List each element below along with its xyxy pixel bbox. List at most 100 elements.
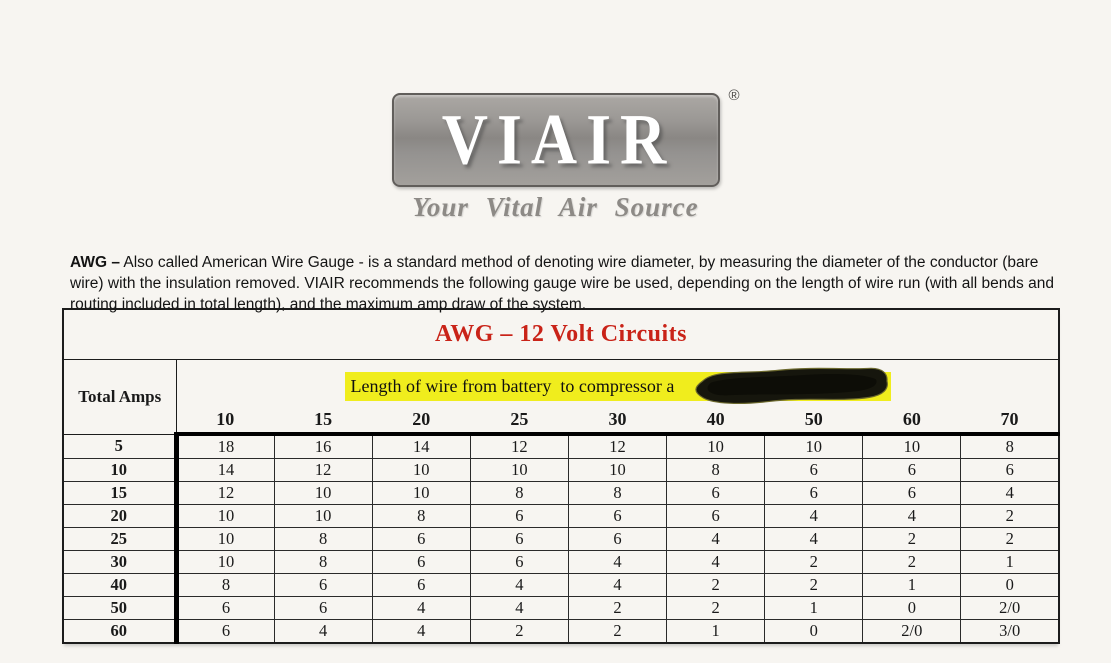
gauge-value-cell: 6 [764,458,864,482]
row-label-amps: 15 [63,481,177,505]
gauge-value-cell: 4 [862,504,962,528]
gauge-value-cell: 6 [273,596,373,620]
gauge-value-cell: 1 [862,573,962,597]
gauge-value-cell: 10 [666,433,766,459]
gauge-value-cell: 2 [764,550,864,574]
gauge-value-cell: 2 [567,619,668,644]
gauge-value-cell: 10 [469,458,569,482]
gauge-value-cell: 12 [273,458,373,482]
gauge-value-cell: 6 [666,481,766,505]
gauge-value-cell: 14 [173,458,275,482]
gauge-value-cell: 2/0 [862,619,962,644]
gauge-value-cell: 6 [862,458,962,482]
table-row: 40 8 6 6 4 4 2 2 1 0 [63,573,1060,597]
gauge-value-cell: 4 [371,596,471,620]
row-label-amps: 40 [63,573,177,597]
gauge-value-cell: 2 [862,527,962,551]
gauge-value-cell: 8 [173,573,275,597]
gauge-value-cell: 6 [960,458,1060,482]
gauge-value-cell: 4 [469,573,569,597]
table-row: 50 6 6 4 4 2 2 1 0 2/0 [63,596,1060,620]
gauge-value-cell: 2 [567,596,668,620]
row-label-amps: 25 [63,527,177,551]
column-header: 70 [960,407,1059,436]
gauge-value-cell: 0 [960,573,1060,597]
table-row: 60 6 4 4 2 2 1 0 2/0 3/0 [63,619,1060,644]
gauge-value-cell: 2 [666,596,766,620]
gauge-value-cell: 8 [371,504,471,528]
gauge-value-cell: 12 [567,433,668,459]
column-header: 40 [666,407,765,436]
gauge-value-cell: 0 [862,596,962,620]
gauge-value-cell: 3/0 [960,619,1060,644]
column-header: 15 [274,407,373,436]
gauge-value-cell: 6 [469,550,569,574]
gauge-value-cell: 6 [273,573,373,597]
gauge-value-cell: 14 [371,433,471,459]
gauge-value-cell: 1 [960,550,1060,574]
total-amps-header: Total Amps [63,359,177,435]
gauge-value-cell: 10 [371,458,471,482]
gauge-value-cell: 6 [666,504,766,528]
row-label-amps: 60 [63,619,177,644]
gauge-value-cell: 8 [469,481,569,505]
gauge-value-cell: 6 [173,619,275,644]
paragraph-body: Also called American Wire Gauge - is a s… [70,253,1054,313]
table-row: 5 18 16 14 12 12 10 10 10 8 [63,433,1060,459]
table-row: 20 10 10 8 6 6 6 4 4 2 [63,504,1060,528]
gauge-value-cell: 1 [764,596,864,620]
awg-description-paragraph: AWG – Also called American Wire Gauge - … [70,252,1062,315]
gauge-value-cell: 12 [173,481,275,505]
gauge-value-cell: 2 [469,619,569,644]
column-header: 25 [470,407,569,436]
gauge-value-cell: 10 [862,433,962,459]
table-row: 15 12 10 10 8 8 6 6 6 4 [63,481,1060,505]
gauge-value-cell: 6 [371,573,471,597]
column-header: 50 [764,407,863,436]
gauge-value-cell: 2 [666,573,766,597]
viair-logo: VIAIR ® [391,87,740,187]
gauge-value-cell: 10 [173,504,275,528]
column-header: 60 [862,407,961,436]
logo-area: VIAIR ® Your Vital Air Source [0,87,1111,223]
gauge-value-cell: 4 [273,619,373,644]
table-title: AWG – 12 Volt Circuits [63,309,1059,360]
gauge-value-cell: 10 [273,504,373,528]
gauge-value-cell: 2 [960,527,1060,551]
row-label-amps: 20 [63,504,177,528]
gauge-value-cell: 8 [273,550,373,574]
gauge-value-cell: 10 [764,433,864,459]
gauge-value-cell: 6 [567,504,668,528]
gauge-value-cell: 6 [371,527,471,551]
gauge-value-cell: 0 [764,619,864,644]
paragraph-lead: AWG – [70,253,120,271]
row-label-amps: 30 [63,550,177,574]
gauge-value-cell: 6 [764,481,864,505]
gauge-value-cell: 10 [173,527,275,551]
row-label-amps: 10 [63,458,177,482]
row-label-amps: 5 [63,433,177,459]
gauge-value-cell: 4 [764,527,864,551]
gauge-value-cell: 16 [273,433,373,459]
gauge-value-cell: 4 [764,504,864,528]
viair-logo-text: VIAIR [441,99,676,180]
gauge-value-cell: 6 [469,504,569,528]
gauge-value-cell: 6 [567,527,668,551]
gauge-value-cell: 2 [960,504,1060,528]
gauge-value-cell: 2 [764,573,864,597]
gauge-value-cell: 6 [862,481,962,505]
column-header: 30 [568,407,667,436]
wire-length-header-text: Length of wire from battery to compresso… [350,375,675,396]
gauge-value-cell: 1 [666,619,766,644]
table-row: 25 10 8 6 6 6 4 4 2 2 [63,527,1060,551]
gauge-value-cell: 10 [567,458,668,482]
table-row: 30 10 8 6 6 4 4 2 2 1 [63,550,1060,574]
gauge-value-cell: 2/0 [960,596,1060,620]
gauge-value-cell: 8 [273,527,373,551]
column-header: 10 [176,407,275,436]
table-title-row: AWG – 12 Volt Circuits [63,309,1059,360]
gauge-value-cell: 4 [371,619,471,644]
column-headers-row: 10 15 20 25 30 40 50 60 70 [63,407,1059,436]
table-row: 10 14 12 10 10 10 8 6 6 6 [63,458,1060,482]
